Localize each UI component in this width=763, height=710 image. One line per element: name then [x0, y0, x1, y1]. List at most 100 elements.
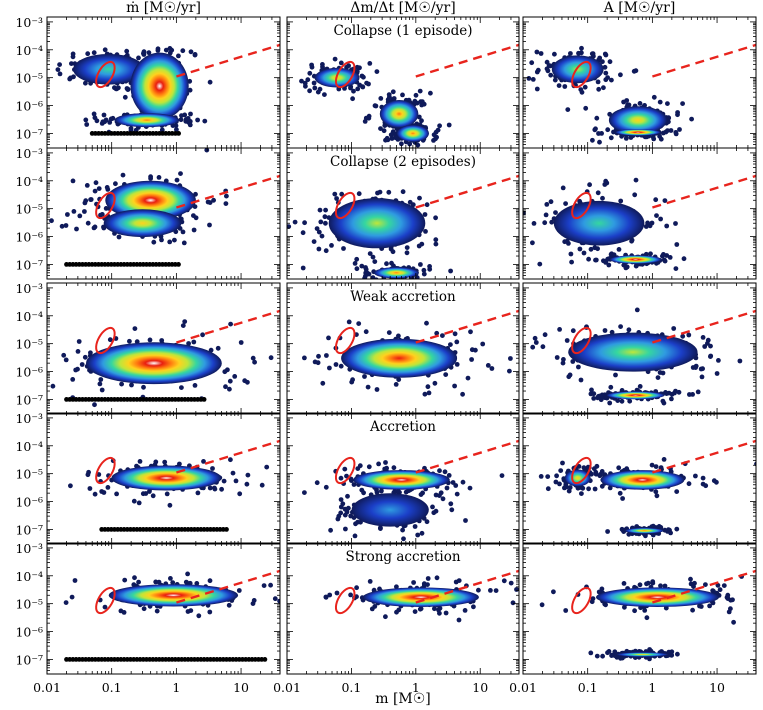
data-point	[363, 273, 368, 279]
data-point	[355, 86, 361, 92]
data-point	[669, 396, 674, 402]
data-point	[315, 89, 321, 95]
data-point	[599, 586, 605, 592]
data-point	[673, 221, 678, 226]
data-point	[581, 465, 587, 471]
data-point	[99, 387, 105, 393]
data-point	[224, 193, 229, 199]
data-point	[631, 68, 637, 74]
data-point	[119, 381, 124, 387]
y-tick-label: 10⁻⁵	[15, 467, 43, 482]
data-point	[238, 340, 244, 345]
data-point	[545, 474, 551, 479]
data-point	[69, 594, 75, 600]
data-point	[349, 379, 355, 385]
data-point	[608, 384, 614, 390]
data-point	[711, 478, 717, 484]
data-point	[569, 259, 574, 265]
data-point	[400, 527, 405, 533]
data-point	[493, 588, 499, 593]
data-point	[665, 101, 670, 106]
data-point	[454, 362, 460, 367]
data-point	[339, 191, 345, 197]
data-point	[544, 59, 550, 65]
data-point	[508, 580, 514, 586]
panel-frame	[522, 412, 757, 545]
data-point	[507, 368, 512, 374]
data-point	[563, 608, 569, 613]
density-blob	[624, 527, 664, 534]
data-point	[602, 328, 608, 333]
y-tick-label: 10⁻³	[15, 541, 43, 556]
data-point	[601, 85, 606, 91]
data-point	[708, 343, 713, 349]
floor-points	[64, 657, 268, 662]
x-tick-label: 1	[412, 680, 420, 695]
floor-points	[64, 397, 207, 402]
density-blob	[353, 470, 450, 490]
data-point	[167, 502, 173, 508]
data-point	[556, 83, 562, 88]
data-point	[177, 461, 182, 467]
reference-ellipse	[334, 60, 356, 89]
density-blob	[351, 493, 429, 527]
data-point	[634, 524, 640, 529]
data-point	[1, 390, 6, 395]
data-point	[74, 226, 79, 232]
data-point	[674, 526, 680, 532]
data-point	[122, 94, 128, 100]
data-point	[137, 459, 143, 464]
data-point	[665, 149, 670, 154]
data-point	[582, 84, 588, 90]
data-point	[425, 384, 431, 390]
y-tick-label: 10⁻⁷	[15, 522, 43, 537]
ticks	[46, 148, 281, 280]
data-point	[603, 178, 609, 184]
data-point	[632, 608, 637, 614]
density-blob	[396, 124, 429, 142]
data-point	[396, 333, 401, 339]
reference-line	[176, 43, 280, 78]
data-point	[370, 275, 376, 279]
panel-frame	[286, 542, 520, 675]
data-point	[128, 125, 134, 131]
data-point	[540, 344, 546, 350]
data-point	[386, 330, 392, 335]
data-point	[600, 195, 605, 201]
data-point	[425, 576, 431, 581]
y-tick-label: 10⁻⁷	[15, 257, 43, 272]
data-point	[560, 460, 565, 466]
x-tick-label: 0.1	[341, 680, 361, 695]
y-tick-label: 10⁻⁶	[15, 99, 43, 114]
data-point	[182, 319, 188, 324]
data-point	[374, 487, 379, 493]
data-point	[726, 609, 732, 615]
data-point	[176, 53, 181, 59]
x-tick-label: 0.01	[509, 680, 537, 695]
data-point	[348, 513, 354, 519]
data-point	[415, 142, 421, 148]
data-point	[404, 250, 410, 256]
data-point	[534, 49, 540, 55]
data-point	[136, 579, 142, 585]
data-point	[560, 360, 566, 366]
data-point	[653, 197, 659, 203]
data-point	[595, 246, 600, 252]
y-tick-label: 10⁻⁶	[15, 230, 43, 245]
data-point	[79, 362, 85, 367]
data-point	[388, 246, 394, 252]
y-tick-label: 10⁻⁴	[15, 43, 43, 58]
data-point	[591, 396, 597, 401]
data-point	[440, 333, 445, 338]
data-point	[383, 460, 388, 465]
panel-frame	[286, 147, 520, 280]
reference-line	[415, 309, 519, 344]
data-point	[359, 263, 365, 269]
floor-point	[176, 131, 182, 136]
data-point	[625, 102, 630, 108]
density-blob	[551, 55, 604, 84]
data-point	[702, 344, 708, 349]
data-point	[427, 266, 433, 272]
data-point	[435, 127, 441, 133]
data-point	[84, 122, 90, 127]
